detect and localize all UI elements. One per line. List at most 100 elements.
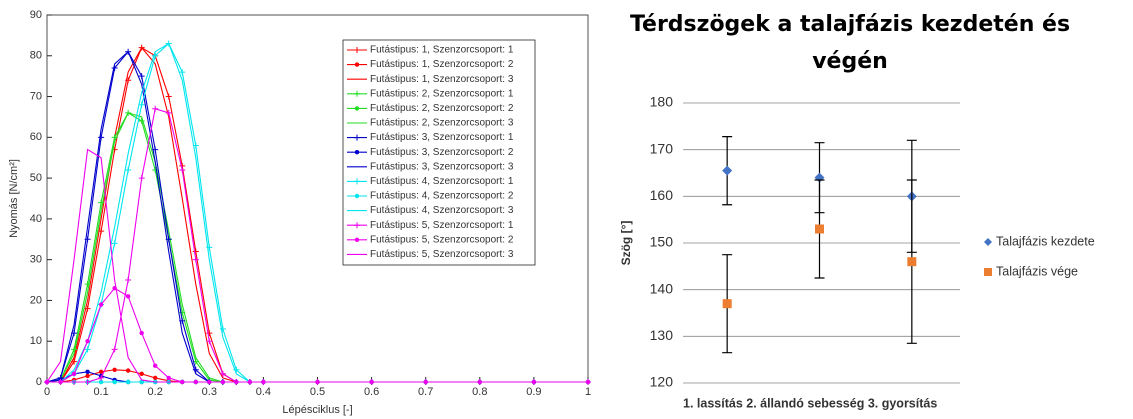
marker	[71, 371, 77, 377]
marker	[152, 105, 159, 112]
x-tick-label: 0.7	[418, 386, 433, 398]
legend-marker	[984, 238, 992, 246]
y-tick-label: 0	[36, 376, 42, 388]
y-tick-label: 10	[30, 335, 42, 347]
legend-marker	[354, 106, 360, 111]
legend-marker	[354, 134, 360, 141]
y-tick-label: 80	[30, 50, 42, 62]
legend-label: Talajfázis kezdete	[996, 234, 1095, 248]
point	[907, 257, 917, 267]
y-tick-label: 120	[650, 374, 674, 390]
marker	[206, 330, 213, 337]
marker	[152, 52, 159, 59]
x-tick-label: 0.4	[256, 386, 271, 398]
x-tick-label: 0.1	[93, 386, 108, 398]
y-tick-label: 60	[30, 131, 42, 143]
x-tick-label: 0.2	[148, 386, 163, 398]
legend-marker	[354, 237, 360, 242]
point	[722, 165, 733, 176]
marker	[125, 166, 132, 173]
marker	[138, 73, 145, 80]
legend-label: Futástipus: 2, Szenzorcsoport: 1	[370, 88, 514, 99]
marker	[219, 370, 226, 377]
y-tick-label: 160	[650, 187, 674, 203]
y-tick-label: 140	[650, 280, 674, 296]
marker	[85, 339, 90, 344]
marker	[153, 363, 158, 368]
legend-box	[342, 39, 536, 266]
marker	[98, 369, 104, 375]
marker	[58, 379, 63, 385]
point	[722, 299, 732, 309]
y-tick-label: 150	[650, 234, 674, 250]
marker	[166, 375, 171, 381]
legend-label: Futástipus: 1, Szenzorcsoport: 1	[370, 45, 514, 56]
y-tick-label: 30	[30, 254, 42, 266]
x-tick-label: 0.3	[202, 386, 217, 398]
marker	[139, 371, 144, 377]
marker	[125, 368, 131, 373]
x-tick-label: 1	[585, 386, 591, 398]
marker	[84, 281, 91, 288]
marker	[139, 379, 144, 385]
marker	[84, 379, 91, 385]
marker	[153, 375, 158, 381]
legend-label: Futástipus: 1, Szenzorcsoport: 3	[370, 74, 514, 85]
marker	[179, 69, 186, 76]
legend-marker	[984, 268, 992, 276]
marker	[179, 166, 186, 173]
chart-title: Térdszögek a talajfázis kezdetén és végé…	[629, 12, 1071, 74]
x-tick-label: 0.8	[472, 386, 487, 398]
legend-label: Futástipus: 3, Szenzorcsoport: 2	[370, 147, 514, 158]
marker	[165, 109, 172, 116]
y-tick-label: 90	[30, 9, 42, 21]
x-tick-label: 0.5	[310, 386, 325, 398]
legend-label: Futástipus: 2, Szenzorcsoport: 3	[370, 118, 514, 129]
marker	[138, 175, 145, 182]
legend-marker	[354, 90, 360, 97]
marker	[84, 346, 91, 353]
x-tick-label: 0	[44, 386, 50, 398]
y-tick-label: 40	[30, 213, 42, 225]
marker	[98, 302, 104, 307]
marker	[165, 93, 172, 100]
legend-marker	[354, 47, 360, 53]
y-tick-label: 180	[650, 94, 674, 110]
marker	[98, 134, 105, 141]
marker	[219, 325, 226, 332]
marker	[192, 248, 199, 255]
legend-label: Futástipus: 3, Szenzorcsoport: 3	[370, 161, 514, 172]
series-line	[46, 148, 588, 383]
legend-marker	[354, 193, 360, 199]
legend-label: Futástipus: 5, Szenzorcsoport: 3	[370, 249, 514, 260]
legend-marker	[354, 222, 360, 229]
legend-marker	[354, 178, 360, 185]
y-tick-label: 50	[30, 172, 42, 184]
legend-label: Futástipus: 5, Szenzorcsoport: 2	[370, 234, 514, 245]
y-tick-label: 170	[650, 140, 674, 156]
legend-label: Futástipus: 3, Szenzorcsoport: 1	[370, 132, 514, 143]
legend-label: Futástipus: 2, Szenzorcsoport: 2	[370, 103, 514, 114]
marker	[112, 379, 117, 385]
y-axis-label: Szög [°]	[619, 221, 633, 266]
marker	[85, 369, 90, 375]
series-line	[47, 287, 588, 383]
marker	[138, 101, 145, 108]
marker	[206, 338, 213, 345]
y-tick-label: 20	[30, 294, 42, 306]
y-tick-label: 70	[30, 90, 42, 102]
marker	[111, 240, 118, 247]
marker	[85, 373, 90, 379]
x-axis-label: Lépésciklus [-]	[282, 404, 352, 416]
marker	[139, 330, 144, 336]
marker	[125, 277, 132, 284]
x-tick-label: 0.9	[526, 386, 541, 398]
y-axis-label: Nyomás [N/cm²]	[8, 159, 20, 238]
x-tick-label: 0.6	[364, 386, 379, 398]
legend-label: Talajfázis vége	[996, 264, 1078, 278]
legend-label: Futástipus: 4, Szenzorcsoport: 3	[370, 205, 514, 216]
marker	[125, 294, 131, 299]
marker	[192, 256, 199, 263]
marker	[98, 379, 104, 385]
